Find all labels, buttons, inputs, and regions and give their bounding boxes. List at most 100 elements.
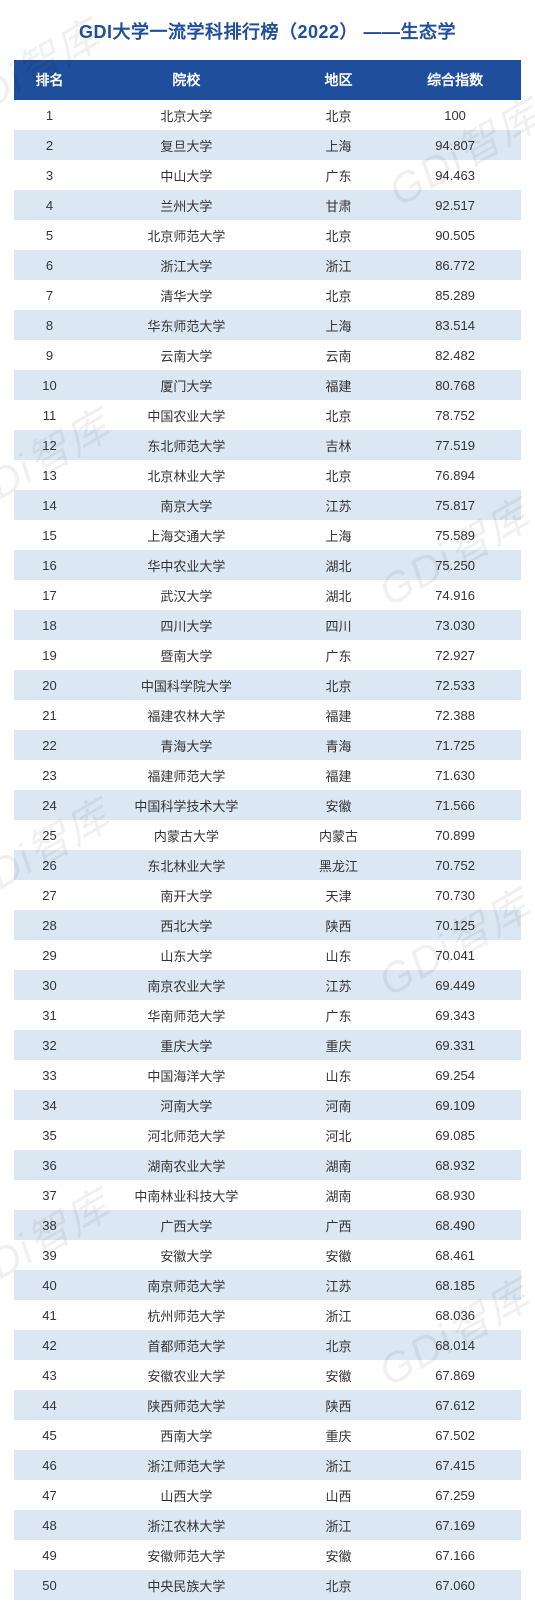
- cell-score: 94.463: [389, 160, 521, 190]
- cell-region: 北京: [288, 100, 389, 130]
- cell-region: 湖北: [288, 580, 389, 610]
- cell-region: 青海: [288, 730, 389, 760]
- cell-score: 74.916: [389, 580, 521, 610]
- ranking-table: 排名 院校 地区 综合指数 1北京大学北京1002复旦大学上海94.8073中山…: [14, 60, 521, 1600]
- cell-region: 天津: [288, 880, 389, 910]
- cell-uni: 首都师范大学: [85, 1330, 288, 1360]
- cell-score: 70.899: [389, 820, 521, 850]
- cell-rank: 22: [14, 730, 85, 760]
- cell-score: 77.519: [389, 430, 521, 460]
- cell-score: 69.331: [389, 1030, 521, 1060]
- table-row: 19暨南大学广东72.927: [14, 640, 521, 670]
- cell-uni: 中山大学: [85, 160, 288, 190]
- cell-region: 湖南: [288, 1180, 389, 1210]
- cell-region: 安徽: [288, 1540, 389, 1570]
- cell-score: 68.185: [389, 1270, 521, 1300]
- cell-rank: 45: [14, 1420, 85, 1450]
- col-rank: 排名: [14, 60, 85, 100]
- table-row: 45西南大学重庆67.502: [14, 1420, 521, 1450]
- cell-rank: 6: [14, 250, 85, 280]
- table-row: 35河北师范大学河北69.085: [14, 1120, 521, 1150]
- cell-uni: 中国科学院大学: [85, 670, 288, 700]
- cell-region: 上海: [288, 130, 389, 160]
- page-title: GDI大学一流学科排行榜（2022） ——生态学: [14, 18, 521, 44]
- col-score: 综合指数: [389, 60, 521, 100]
- cell-uni: 中央民族大学: [85, 1570, 288, 1600]
- cell-score: 68.932: [389, 1150, 521, 1180]
- cell-rank: 7: [14, 280, 85, 310]
- cell-rank: 27: [14, 880, 85, 910]
- cell-uni: 重庆大学: [85, 1030, 288, 1060]
- cell-region: 浙江: [288, 1510, 389, 1540]
- cell-uni: 清华大学: [85, 280, 288, 310]
- cell-rank: 40: [14, 1270, 85, 1300]
- cell-region: 安徽: [288, 790, 389, 820]
- cell-rank: 18: [14, 610, 85, 640]
- cell-uni: 河北师范大学: [85, 1120, 288, 1150]
- cell-region: 浙江: [288, 1450, 389, 1480]
- cell-uni: 广西大学: [85, 1210, 288, 1240]
- table-header: 排名 院校 地区 综合指数: [14, 60, 521, 100]
- cell-region: 北京: [288, 400, 389, 430]
- cell-score: 80.768: [389, 370, 521, 400]
- cell-rank: 34: [14, 1090, 85, 1120]
- cell-uni: 北京林业大学: [85, 460, 288, 490]
- col-region: 地区: [288, 60, 389, 100]
- table-row: 31华南师范大学广东69.343: [14, 1000, 521, 1030]
- cell-region: 四川: [288, 610, 389, 640]
- cell-rank: 3: [14, 160, 85, 190]
- cell-uni: 云南大学: [85, 340, 288, 370]
- cell-uni: 南京农业大学: [85, 970, 288, 1000]
- cell-score: 75.250: [389, 550, 521, 580]
- table-row: 8华东师范大学上海83.514: [14, 310, 521, 340]
- table-row: 49安徽师范大学安徽67.166: [14, 1540, 521, 1570]
- table-row: 21福建农林大学福建72.388: [14, 700, 521, 730]
- table-row: 1北京大学北京100: [14, 100, 521, 130]
- cell-rank: 35: [14, 1120, 85, 1150]
- cell-score: 67.259: [389, 1480, 521, 1510]
- cell-uni: 内蒙古大学: [85, 820, 288, 850]
- cell-region: 福建: [288, 700, 389, 730]
- cell-region: 黑龙江: [288, 850, 389, 880]
- cell-score: 83.514: [389, 310, 521, 340]
- table-row: 23福建师范大学福建71.630: [14, 760, 521, 790]
- cell-uni: 南开大学: [85, 880, 288, 910]
- table-body: 1北京大学北京1002复旦大学上海94.8073中山大学广东94.4634兰州大…: [14, 100, 521, 1600]
- cell-score: 68.461: [389, 1240, 521, 1270]
- table-row: 25内蒙古大学内蒙古70.899: [14, 820, 521, 850]
- table-row: 43安徽农业大学安徽67.869: [14, 1360, 521, 1390]
- cell-score: 70.752: [389, 850, 521, 880]
- cell-region: 陕西: [288, 1390, 389, 1420]
- cell-uni: 东北林业大学: [85, 850, 288, 880]
- cell-rank: 29: [14, 940, 85, 970]
- cell-region: 山东: [288, 940, 389, 970]
- cell-uni: 武汉大学: [85, 580, 288, 610]
- cell-rank: 13: [14, 460, 85, 490]
- cell-region: 云南: [288, 340, 389, 370]
- cell-score: 68.036: [389, 1300, 521, 1330]
- cell-region: 江苏: [288, 970, 389, 1000]
- cell-region: 安徽: [288, 1360, 389, 1390]
- cell-rank: 47: [14, 1480, 85, 1510]
- cell-rank: 32: [14, 1030, 85, 1060]
- cell-region: 山西: [288, 1480, 389, 1510]
- cell-score: 67.869: [389, 1360, 521, 1390]
- cell-score: 100: [389, 100, 521, 130]
- cell-score: 69.085: [389, 1120, 521, 1150]
- table-row: 40南京师范大学江苏68.185: [14, 1270, 521, 1300]
- cell-uni: 中国海洋大学: [85, 1060, 288, 1090]
- cell-uni: 安徽农业大学: [85, 1360, 288, 1390]
- table-row: 16华中农业大学湖北75.250: [14, 550, 521, 580]
- cell-uni: 浙江师范大学: [85, 1450, 288, 1480]
- table-row: 22青海大学青海71.725: [14, 730, 521, 760]
- table-row: 17武汉大学湖北74.916: [14, 580, 521, 610]
- cell-score: 72.388: [389, 700, 521, 730]
- table-row: 29山东大学山东70.041: [14, 940, 521, 970]
- table-row: 41杭州师范大学浙江68.036: [14, 1300, 521, 1330]
- cell-score: 78.752: [389, 400, 521, 430]
- cell-rank: 38: [14, 1210, 85, 1240]
- cell-uni: 南京大学: [85, 490, 288, 520]
- cell-score: 82.482: [389, 340, 521, 370]
- cell-rank: 30: [14, 970, 85, 1000]
- table-row: 3中山大学广东94.463: [14, 160, 521, 190]
